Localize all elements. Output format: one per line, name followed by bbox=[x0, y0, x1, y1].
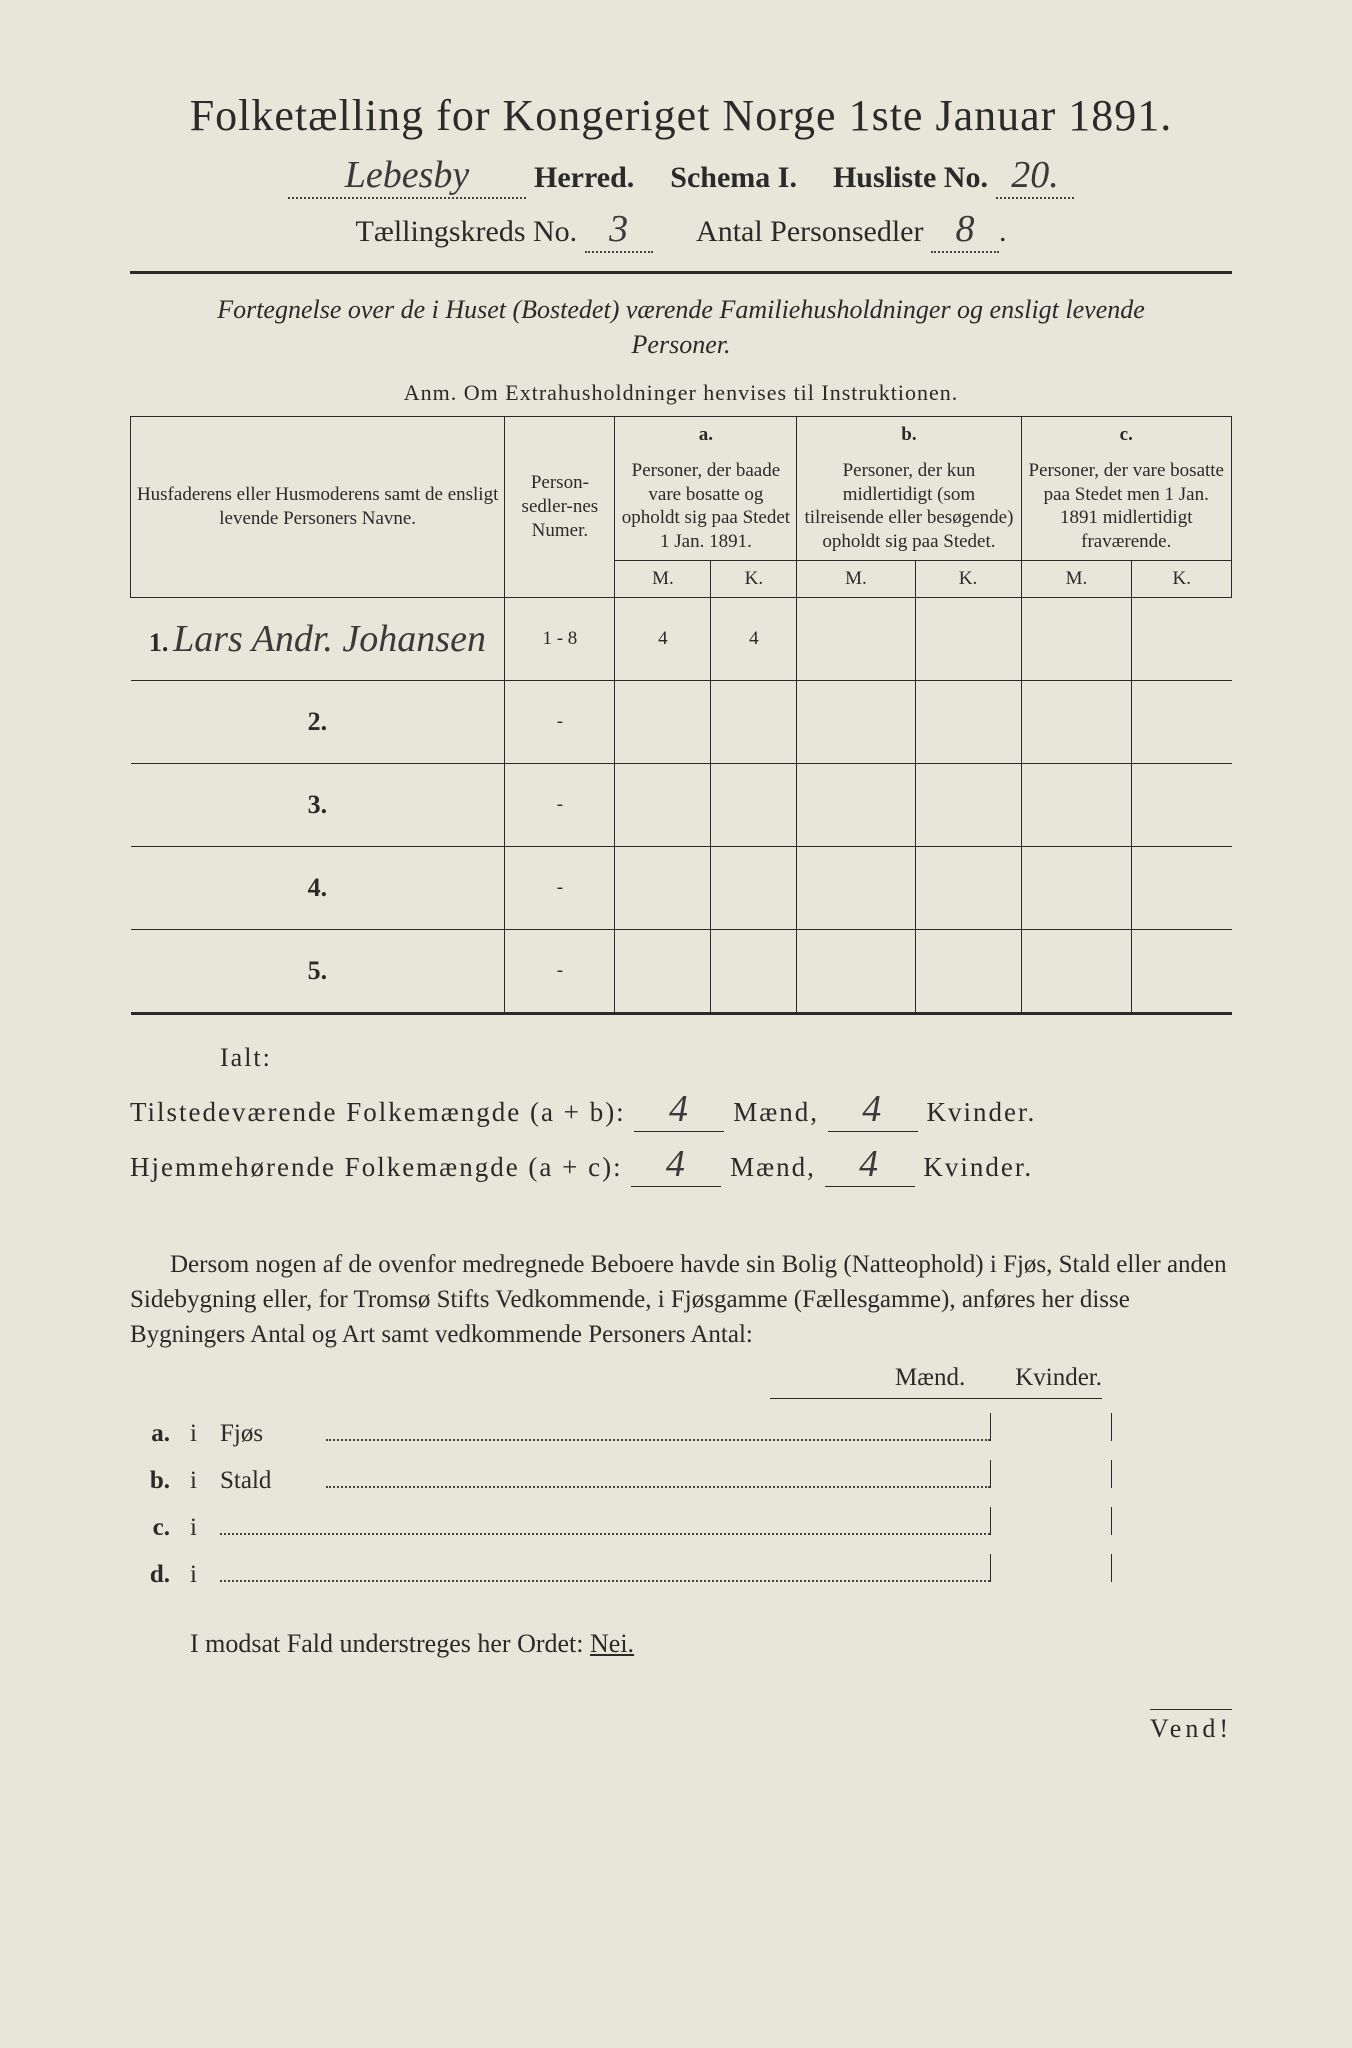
col-b-label: b. bbox=[901, 424, 916, 445]
mk-m: Mænd. bbox=[895, 1364, 965, 1392]
husliste-value: 20. bbox=[996, 153, 1074, 199]
ialt-label: Ialt: bbox=[220, 1043, 1232, 1073]
b-letter: c. bbox=[130, 1514, 170, 1542]
totals-l1-m: 4 bbox=[634, 1087, 724, 1132]
building-row: c. i bbox=[130, 1507, 1232, 1542]
row-sedler: - bbox=[505, 846, 615, 929]
totals-row-1: Tilstedeværende Folkemængde (a + b): 4 M… bbox=[130, 1087, 1232, 1132]
anm-note: Anm. Om Extrahusholdninger henvises til … bbox=[130, 380, 1232, 406]
col-names: Husfaderens eller Husmoderens samt de en… bbox=[137, 484, 498, 529]
table-row: 1. Lars Andr. Johansen 1 - 8 4 4 bbox=[131, 597, 1232, 680]
maend-label: Mænd, bbox=[733, 1097, 819, 1127]
kreds-value: 3 bbox=[585, 207, 653, 253]
footer-pre: I modsat Fald understreges her Ordet: bbox=[190, 1629, 590, 1658]
totals-l1-label: Tilstedeværende Folkemængde (a + b): bbox=[130, 1097, 626, 1127]
antal-value: 8 bbox=[931, 207, 999, 253]
row-ak: 4 bbox=[711, 597, 797, 680]
census-form-page: Folketælling for Kongeriget Norge 1ste J… bbox=[0, 0, 1352, 2048]
vend-label: Vend! bbox=[1150, 1709, 1232, 1744]
b-letter: a. bbox=[130, 1420, 170, 1448]
kreds-label: Tællingskreds No. bbox=[356, 215, 578, 248]
row-sedler: 1 - 8 bbox=[505, 597, 615, 680]
totals-l2-label: Hjemmehørende Folkemængde (a + c): bbox=[130, 1152, 623, 1182]
row-sedler: - bbox=[505, 763, 615, 846]
row-sedler: - bbox=[505, 929, 615, 1013]
row-bm bbox=[797, 597, 915, 680]
col-b-k: K. bbox=[915, 560, 1021, 597]
table-row: 4. - bbox=[131, 846, 1232, 929]
col-a-label: a. bbox=[699, 424, 713, 445]
building-paragraph: Dersom nogen af de ovenfor medregnede Be… bbox=[130, 1247, 1232, 1352]
kvinder-label: Kvinder. bbox=[923, 1152, 1033, 1182]
row-num: 5. bbox=[308, 956, 328, 985]
herred-label: Herred. bbox=[534, 161, 634, 195]
antal-label: Antal Personsedler bbox=[696, 215, 923, 248]
col-a-text: Personer, der baade vare bosatte og opho… bbox=[622, 460, 790, 552]
herred-value: Lebesby bbox=[288, 153, 526, 199]
totals-l2-k: 4 bbox=[825, 1142, 915, 1187]
table-row: 5. - bbox=[131, 929, 1232, 1013]
row-name: Lars Andr. Johansen bbox=[173, 618, 486, 660]
footer-nei: Nei. bbox=[590, 1629, 634, 1658]
row-num: 1. bbox=[149, 628, 169, 657]
col-c-text: Personer, der vare bosatte paa Stedet me… bbox=[1029, 460, 1225, 552]
header-line-1: Lebesby Herred. Schema I. Husliste No. 2… bbox=[130, 153, 1232, 199]
col-b-text: Personer, der kun midlertidigt (som tilr… bbox=[804, 460, 1013, 552]
b-i: i bbox=[190, 1561, 220, 1589]
b-letter: d. bbox=[130, 1561, 170, 1589]
header-line-2: Tællingskreds No. 3 Antal Personsedler 8… bbox=[130, 207, 1232, 253]
building-row: b. i Stald bbox=[130, 1460, 1232, 1495]
building-row: a. i Fjøs bbox=[130, 1413, 1232, 1448]
husliste-label: Husliste No. bbox=[833, 161, 988, 195]
b-letter: b. bbox=[130, 1467, 170, 1495]
totals-l2-m: 4 bbox=[631, 1142, 721, 1187]
page-title: Folketælling for Kongeriget Norge 1ste J… bbox=[130, 90, 1232, 141]
row-am: 4 bbox=[615, 597, 711, 680]
row-bk bbox=[915, 597, 1021, 680]
col-c-m: M. bbox=[1021, 560, 1132, 597]
totals-row-2: Hjemmehørende Folkemængde (a + c): 4 Mæn… bbox=[130, 1142, 1232, 1187]
row-cm bbox=[1021, 597, 1132, 680]
col-c-label: c. bbox=[1120, 424, 1133, 445]
row-sedler: - bbox=[505, 680, 615, 763]
maend-label: Mænd, bbox=[730, 1152, 816, 1182]
b-name: Fjøs bbox=[220, 1420, 326, 1448]
building-row: d. i bbox=[130, 1554, 1232, 1589]
b-i: i bbox=[190, 1514, 220, 1542]
col-sedler: Person-sedler-nes Numer. bbox=[522, 472, 599, 541]
row-num: 2. bbox=[308, 707, 328, 736]
building-list: a. i Fjøs b. i Stald c. i d. i bbox=[130, 1413, 1232, 1589]
row-num: 3. bbox=[308, 790, 328, 819]
totals-l1-k: 4 bbox=[828, 1087, 918, 1132]
b-i: i bbox=[190, 1467, 220, 1495]
col-c-k: K. bbox=[1132, 560, 1232, 597]
table-row: 3. - bbox=[131, 763, 1232, 846]
col-a-k: K. bbox=[711, 560, 797, 597]
table-row: 2. - bbox=[131, 680, 1232, 763]
footer-line: I modsat Fald understreges her Ordet: Ne… bbox=[130, 1629, 1232, 1659]
schema-label: Schema I. bbox=[670, 161, 797, 195]
census-table: Husfaderens eller Husmoderens samt de en… bbox=[130, 416, 1232, 1015]
kvinder-label: Kvinder. bbox=[926, 1097, 1036, 1127]
row-num: 4. bbox=[308, 873, 328, 902]
col-a-m: M. bbox=[615, 560, 711, 597]
subtitle: Fortegnelse over de i Huset (Bostedet) v… bbox=[210, 292, 1152, 362]
totals-block: Ialt: Tilstedeværende Folkemængde (a + b… bbox=[130, 1043, 1232, 1187]
b-i: i bbox=[190, 1420, 220, 1448]
row-ck bbox=[1132, 597, 1232, 680]
col-b-m: M. bbox=[797, 560, 915, 597]
divider bbox=[130, 271, 1232, 274]
mk-k: Kvinder. bbox=[1015, 1364, 1102, 1392]
b-name: Stald bbox=[220, 1467, 326, 1495]
mk-header: Mænd. Kvinder. bbox=[770, 1364, 1102, 1399]
